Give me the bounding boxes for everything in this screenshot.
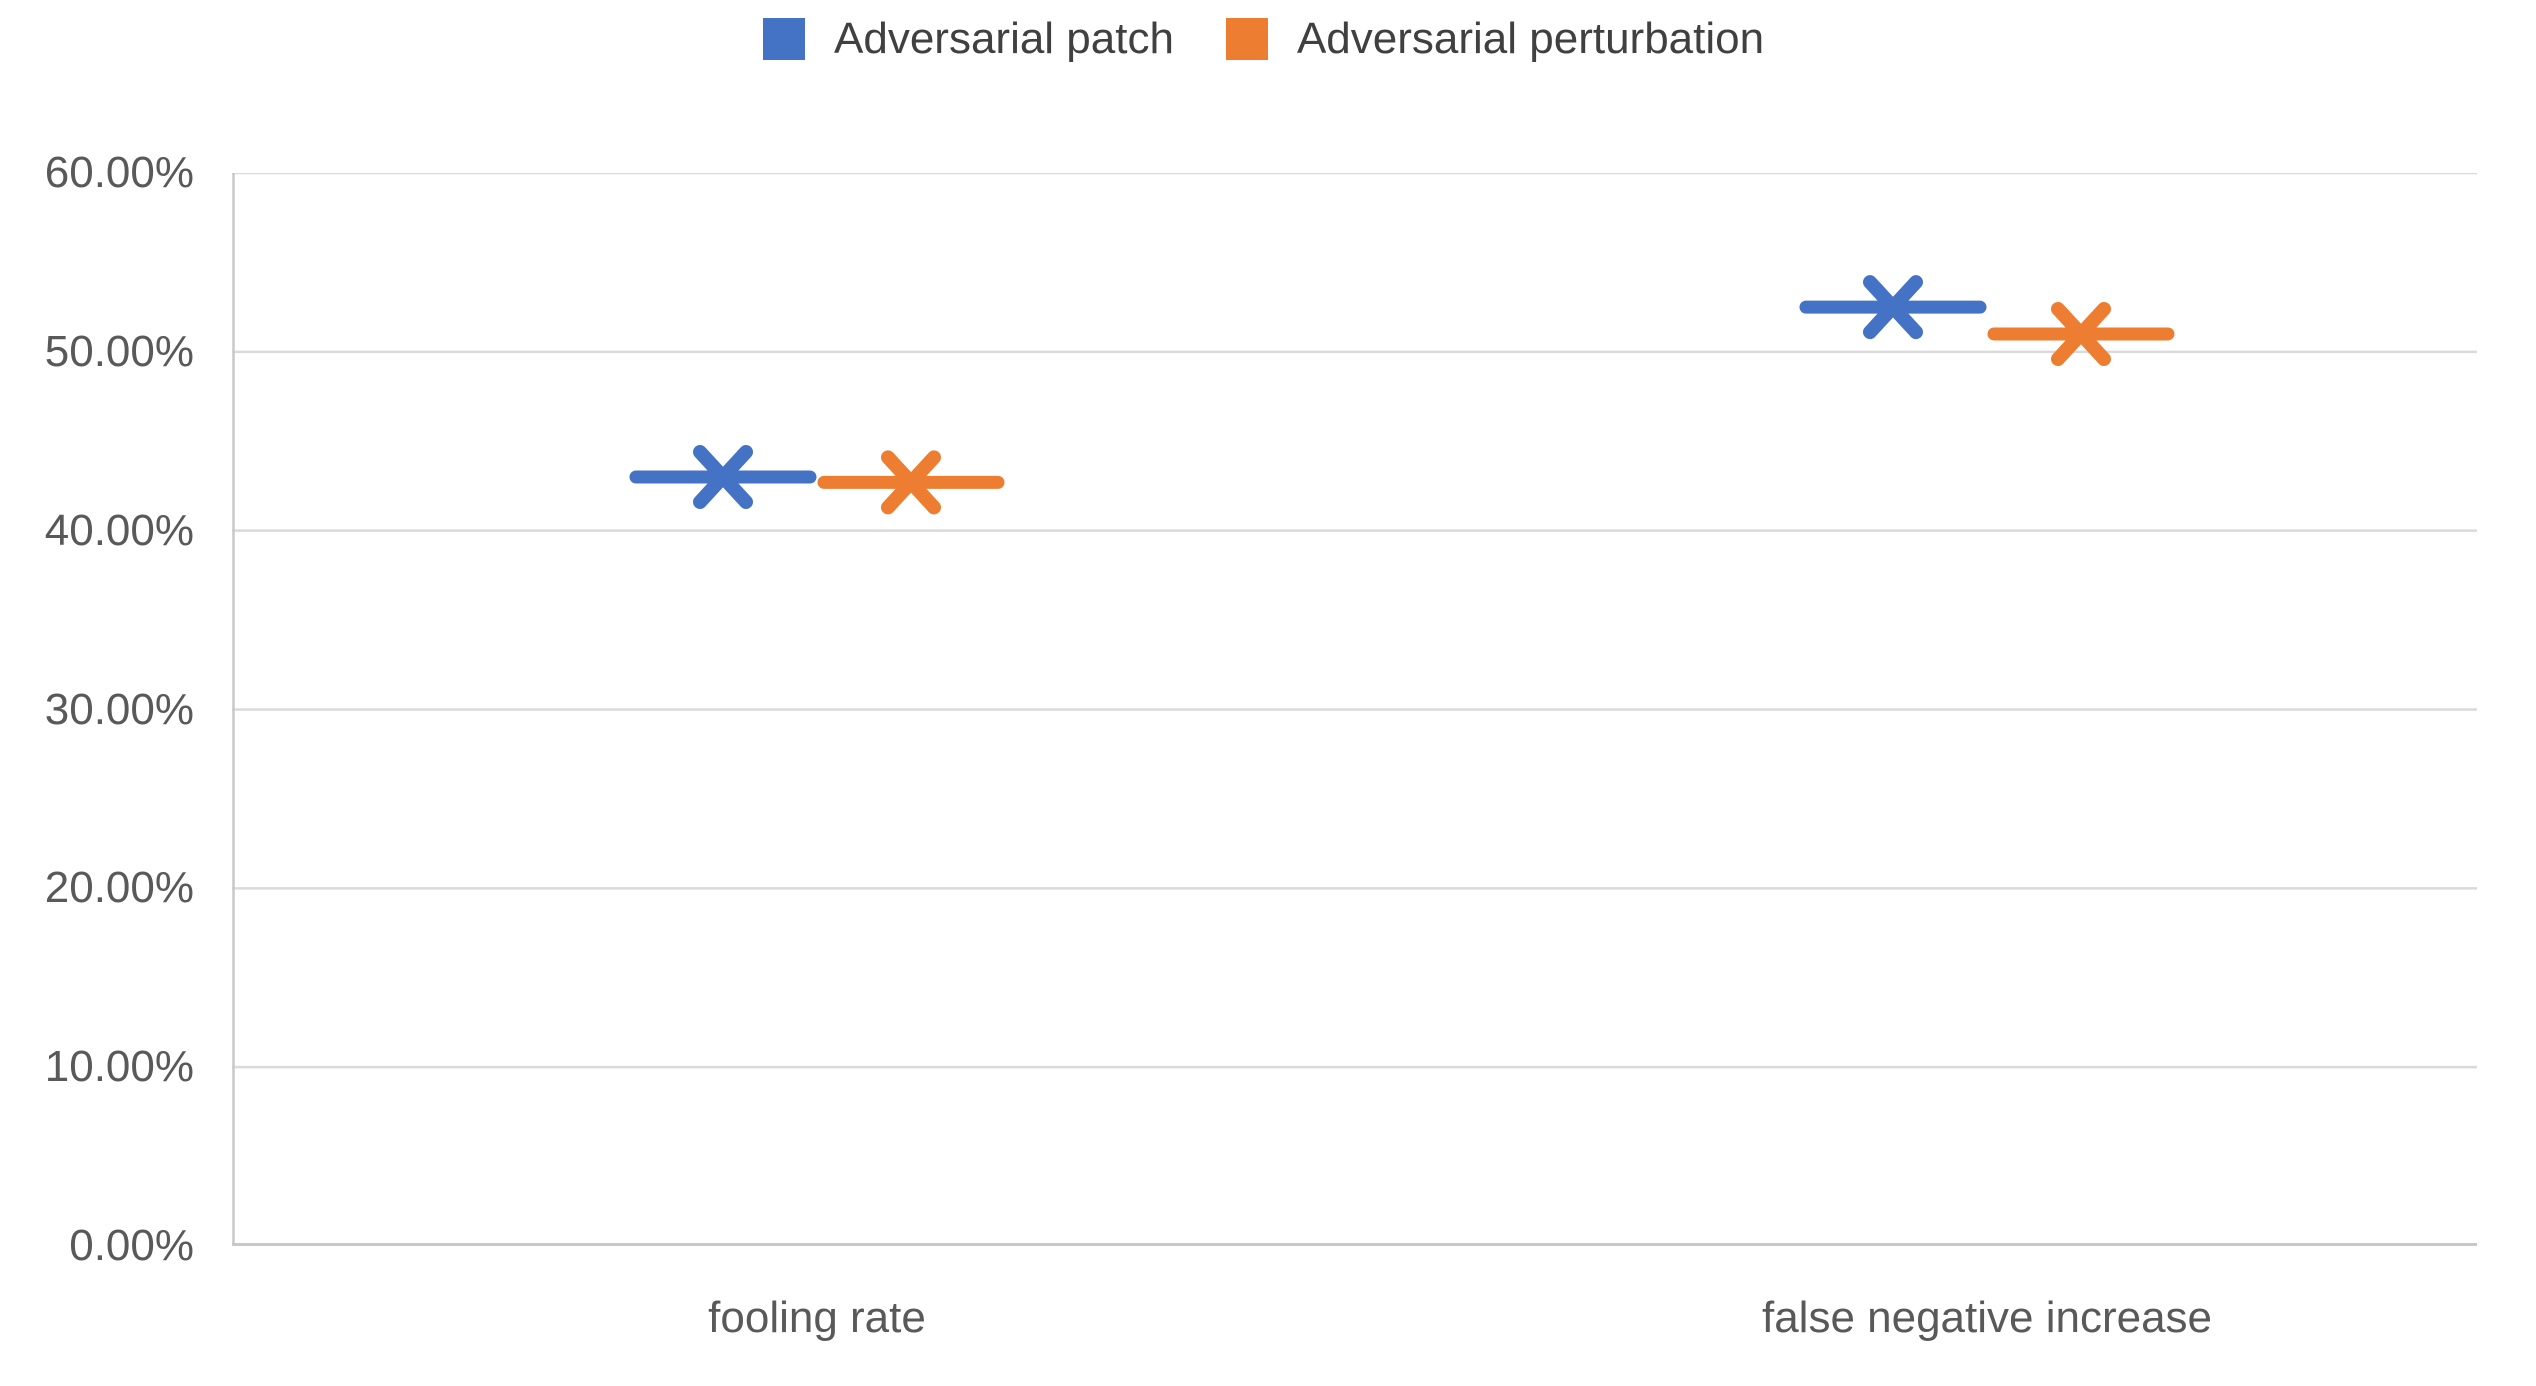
legend-label-adversarial-perturbation: Adversarial perturbation [1296,14,1765,63]
legend-label-adversarial-patch: Adversarial patch [834,14,1174,63]
legend-item-adversarial-patch: Adversarial patch [763,14,1174,64]
y-tick-label: 10.00% [44,1042,194,1092]
series-marker-x-icon [693,445,753,510]
y-tick-label: 60.00% [44,148,194,197]
chart-legend: Adversarial patch Adversarial perturbati… [763,14,1764,64]
series-marker-x-icon [1863,275,1923,340]
plot-area [232,173,2477,1246]
legend-swatch-adversarial-perturbation-icon [1225,18,1268,60]
y-tick-label: 0.00% [69,1221,194,1270]
y-tick-label: 30.00% [44,684,194,734]
y-tick-label: 20.00% [44,863,194,913]
legend-swatch-adversarial-patch-icon [763,18,805,60]
x-category-label: fooling rate [708,1293,926,1342]
series-marker-x-icon [881,450,941,515]
legend-item-adversarial-perturbation: Adversarial perturbation [1225,14,1765,64]
series-marker-x-icon [2051,301,2111,366]
y-tick-label: 50.00% [44,326,194,376]
x-category-label: false negative increase [1761,1293,2213,1342]
y-tick-label: 40.00% [44,505,194,555]
